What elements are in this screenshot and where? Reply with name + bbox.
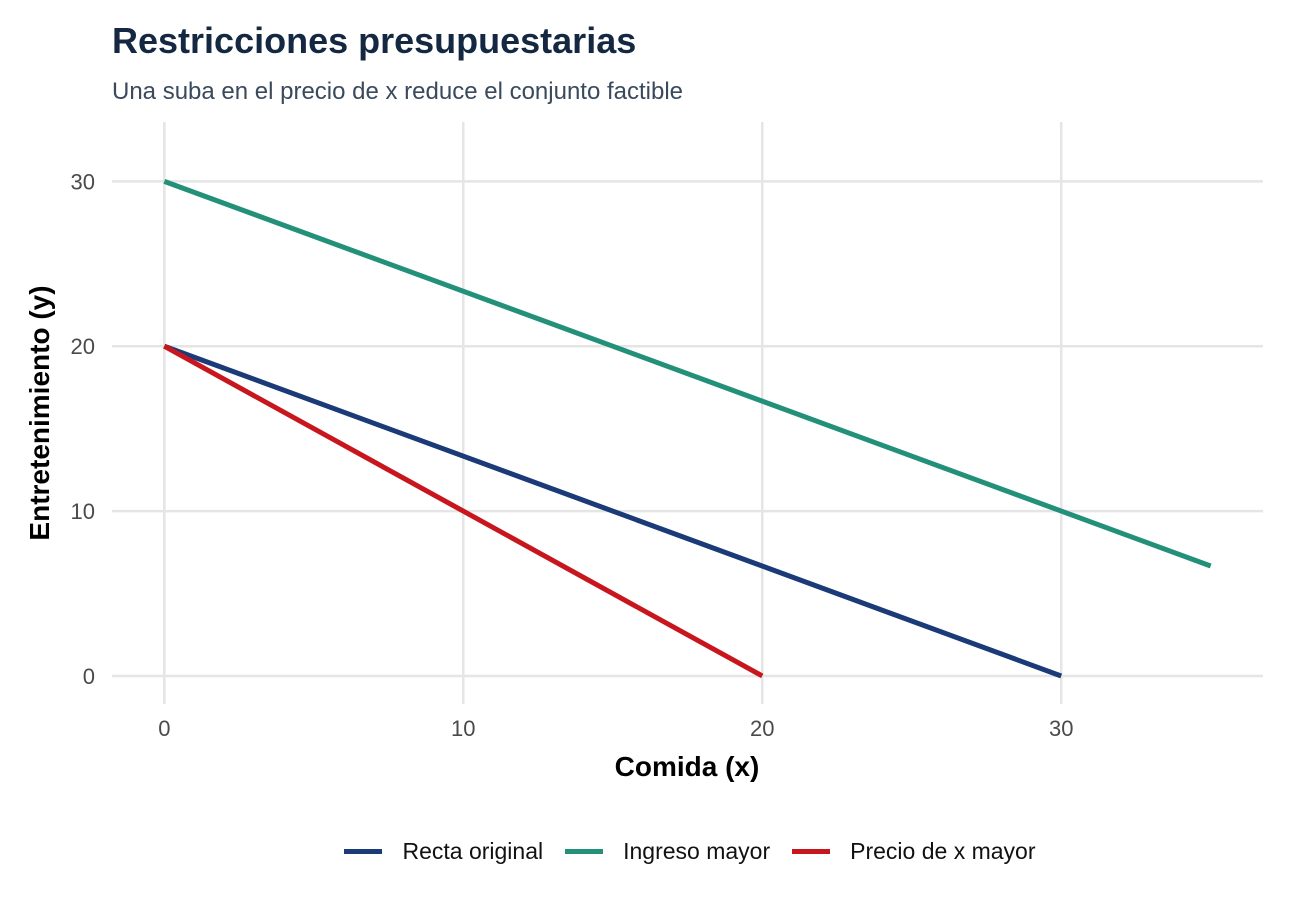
y-tick-label: 0 [83,664,95,689]
x-tick-label: 0 [158,716,170,741]
y-tick-label: 20 [71,334,95,359]
y-axis-title: Entretenimiento (y) [24,285,55,540]
y-tick-label: 30 [71,169,95,194]
legend: Recta original Ingreso mayor Precio de x m… [0,838,1305,865]
y-tick-label: 10 [71,499,95,524]
chart-title: Restricciones presupuestarias [112,20,637,61]
legend-key [344,849,383,854]
legend-label: Recta original [402,838,544,864]
legend-label: Ingreso mayor [623,838,771,864]
series-line-1 [163,343,1063,679]
series-lines [163,179,1212,679]
x-tick-label: 20 [750,716,774,741]
x-tick-label: 10 [451,716,475,741]
legend-item: Precio de x mayor [792,838,1036,865]
legend-key [565,849,604,854]
x-tick-label: 30 [1049,716,1073,741]
legend-item: Ingreso mayor [565,838,770,865]
series-line-3 [163,344,764,679]
legend-item: Recta original [344,838,543,865]
legend-key [792,849,831,854]
x-axis-title: Comida (x) [615,751,760,782]
legend-label: Precio de x mayor [850,838,1036,864]
chart-subtitle: Una suba en el precio de x reduce el con… [112,78,684,105]
series-line-2 [163,179,1212,569]
x-tick-labels: 0 10 20 30 [158,716,1073,741]
y-tick-labels: 0 10 20 30 [71,169,95,689]
grid [112,122,1263,704]
